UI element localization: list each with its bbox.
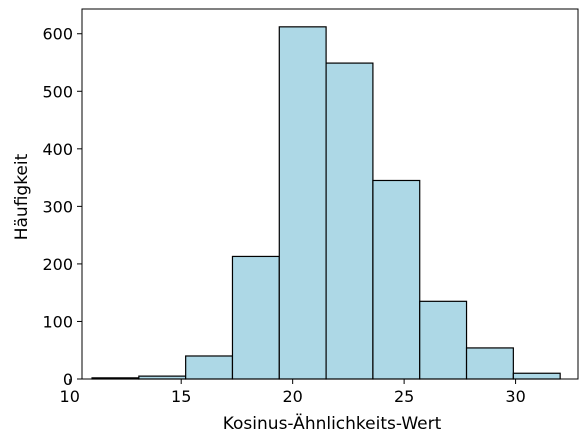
histogram-bar (419, 300, 468, 380)
x-tick-label: 20 (282, 387, 302, 406)
y-tick-label: 300 (42, 197, 73, 216)
x-tick-label: 15 (171, 387, 191, 406)
y-tick-label: 200 (42, 255, 73, 274)
x-tick-label: 30 (505, 387, 525, 406)
histogram-bar (231, 255, 280, 380)
histogram-bar (278, 26, 327, 380)
labels-layer: Kosinus-Ähnlichkeits-Wert Häufigkeit (12, 153, 442, 434)
plot-frame (81, 8, 579, 380)
x-axis-label: Kosinus-Ähnlichkeits-Wert (223, 413, 442, 434)
y-tick-label: 0 (63, 370, 73, 389)
y-axis-label: Häufigkeit (12, 153, 32, 240)
histogram-bar (372, 179, 421, 380)
histogram-bar (325, 62, 374, 380)
y-tick-label: 400 (42, 140, 73, 159)
x-tick-label: 25 (394, 387, 414, 406)
bars-layer (91, 26, 561, 380)
y-tick-label: 600 (42, 25, 73, 44)
x-tick-label: 10 (60, 387, 80, 406)
histogram-bar (465, 347, 514, 380)
histogram-bar (185, 355, 234, 380)
y-tick-label: 500 (42, 82, 73, 101)
histogram-bar (512, 372, 561, 380)
y-tick-label: 100 (42, 312, 73, 331)
